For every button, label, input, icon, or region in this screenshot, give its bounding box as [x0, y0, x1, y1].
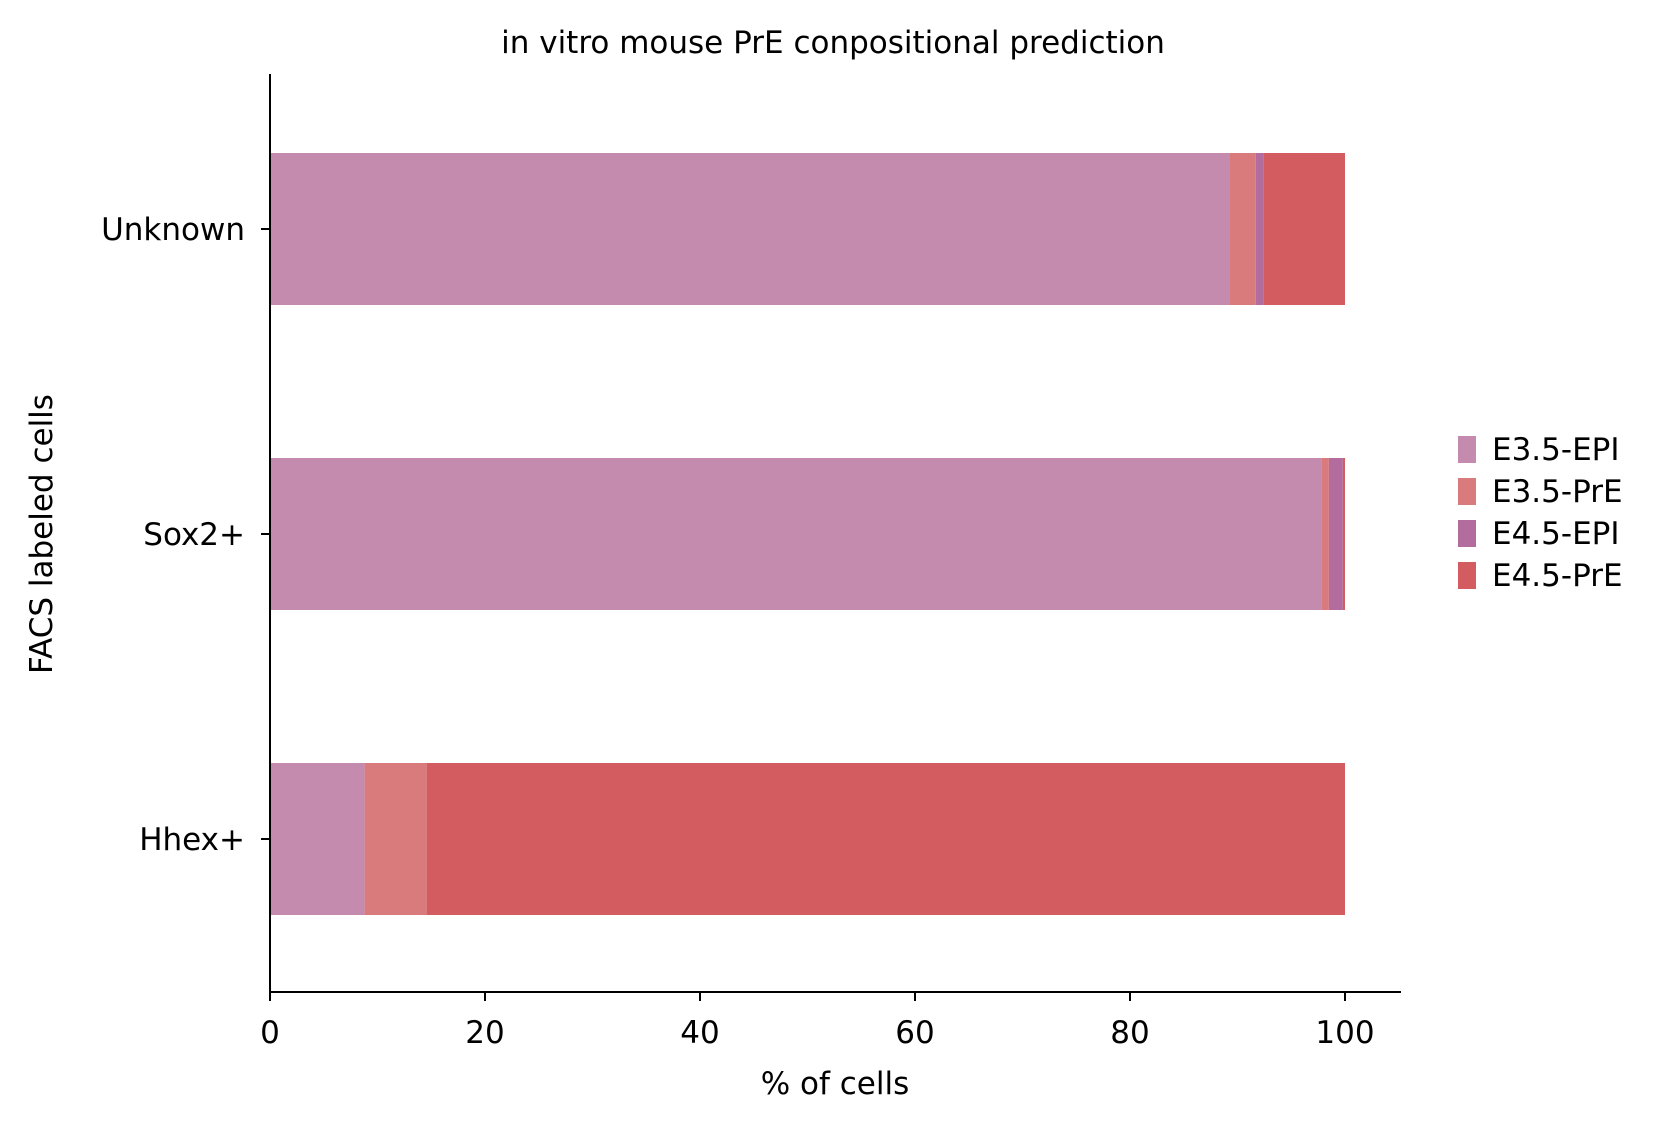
legend-swatch: [1458, 478, 1476, 505]
chart-title: in vitro mouse PrE conpositional predict…: [501, 25, 1165, 61]
bar-segment: [1263, 153, 1345, 305]
x-tick-label: 100: [1315, 1015, 1374, 1051]
legend-swatch: [1458, 562, 1476, 589]
bar-segment: [1342, 458, 1345, 610]
legend-label: E3.5-PrE: [1492, 474, 1623, 510]
x-ticks: 0 20 40 60 80 100: [260, 992, 1375, 1051]
x-tick-label: 40: [680, 1015, 719, 1051]
legend-label: E4.5-PrE: [1492, 558, 1623, 594]
bar-segment: [364, 763, 427, 915]
x-tick-label: 60: [895, 1015, 934, 1051]
x-tick-label: 20: [465, 1015, 504, 1051]
bar-segment: [1229, 153, 1256, 305]
y-ticks: Unknown Sox2+ Hhex+: [101, 212, 270, 858]
y-tick-label: Unknown: [101, 212, 245, 248]
bar-segment: [270, 153, 1230, 305]
y-tick-label: Hhex+: [139, 822, 245, 858]
y-tick-label: Sox2+: [143, 517, 245, 553]
legend-swatch: [1458, 436, 1476, 463]
bar-segment: [270, 458, 1322, 610]
x-tick-label: 0: [260, 1015, 280, 1051]
x-tick-label: 80: [1110, 1015, 1149, 1051]
legend-label: E3.5-EPI: [1492, 432, 1620, 468]
legend-label: E4.5-EPI: [1492, 516, 1620, 552]
bar-segment: [1321, 458, 1329, 610]
bars-layer: [270, 153, 1345, 915]
bar-segment: [426, 763, 1345, 915]
bar-segment: [1328, 458, 1343, 610]
bar-segment: [270, 763, 365, 915]
y-axis-label: FACS labeled cells: [24, 394, 60, 674]
legend-swatch: [1458, 520, 1476, 547]
legend: E3.5-EPI E3.5-PrE E4.5-EPI E4.5-PrE: [1458, 432, 1623, 594]
x-axis-label: % of cells: [761, 1066, 910, 1102]
bar-segment: [1255, 153, 1264, 305]
